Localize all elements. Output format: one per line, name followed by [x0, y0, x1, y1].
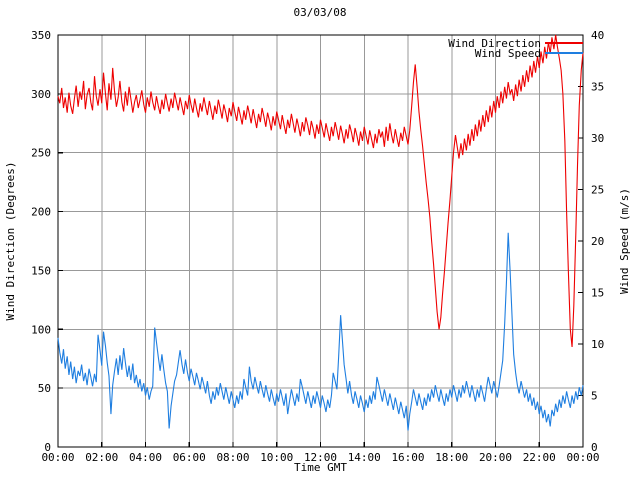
tick-label-left: 300 — [31, 88, 51, 101]
tick-label-bottom: 10:00 — [260, 451, 293, 464]
grid-lines — [58, 34, 583, 447]
series-line-wind-direction — [57, 34, 584, 347]
tick-label-right: 35 — [591, 81, 604, 94]
tick-label-right: 0 — [591, 441, 598, 454]
tick-label-bottom: 22:00 — [523, 451, 556, 464]
tick-label-right: 10 — [591, 338, 604, 351]
tick-label-bottom: 02:00 — [85, 451, 118, 464]
tick-label-bottom: 12:00 — [304, 451, 337, 464]
tick-label-bottom: 08:00 — [216, 451, 249, 464]
axis-ticks — [57, 34, 584, 448]
axis-tick-labels: 0 50 100 150 200 250 300 350 0 5 10 15 20 25 30 35 40 00:… — [31, 29, 604, 464]
tick-label-bottom: 00:00 — [41, 451, 74, 464]
legend-label-0: Wind Direction — [448, 37, 541, 50]
tick-label-right: 30 — [591, 132, 604, 145]
tick-label-bottom: 14:00 — [348, 451, 381, 464]
tick-label-bottom: 20:00 — [479, 451, 512, 464]
tick-label-right: 20 — [591, 235, 604, 248]
x-axis-title: Time GMT — [294, 461, 347, 474]
y-axis-title-left: Wind Direction (Degrees) — [4, 162, 17, 321]
tick-label-right: 15 — [591, 287, 604, 300]
tick-label-right: 5 — [591, 390, 598, 403]
tick-label-left: 150 — [31, 264, 51, 277]
tick-label-left: 250 — [31, 147, 51, 160]
data-series — [57, 34, 584, 431]
tick-label-bottom: 06:00 — [173, 451, 206, 464]
y-axis-title-right: Wind Speed (m/s) — [618, 188, 631, 294]
tick-label-bottom: 04:00 — [129, 451, 162, 464]
legend-label-1: Wind Speed — [475, 47, 541, 60]
chart-title: 03/03/08 — [293, 6, 347, 19]
series-line-wind-speed — [57, 232, 584, 431]
tick-label-left: 50 — [38, 382, 51, 395]
tick-label-bottom: 18:00 — [435, 451, 468, 464]
tick-label-bottom: 00:00 — [566, 451, 599, 464]
tick-label-left: 100 — [31, 323, 51, 336]
axis-titles: Time GMT Wind Direction (Degrees) Wind Spe… — [4, 162, 631, 474]
tick-label-left: 0 — [44, 441, 51, 454]
tick-label-right: 40 — [591, 29, 604, 42]
tick-label-right: 25 — [591, 184, 604, 197]
tick-label-left: 200 — [31, 206, 51, 219]
tick-label-bottom: 16:00 — [391, 451, 424, 464]
tick-label-left: 350 — [31, 29, 51, 42]
